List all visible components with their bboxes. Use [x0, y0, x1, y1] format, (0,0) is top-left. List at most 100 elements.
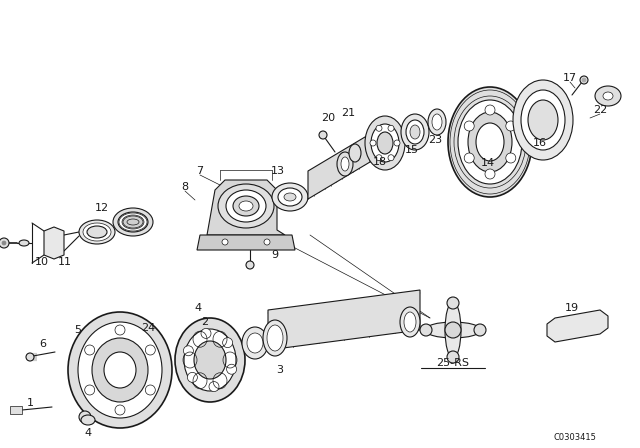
Ellipse shape [445, 302, 461, 358]
Ellipse shape [432, 114, 442, 130]
Ellipse shape [226, 190, 266, 222]
Circle shape [582, 78, 586, 82]
Polygon shape [10, 406, 22, 414]
Ellipse shape [521, 90, 565, 150]
Circle shape [0, 238, 9, 248]
Ellipse shape [458, 100, 522, 184]
Ellipse shape [400, 307, 420, 337]
Circle shape [145, 385, 156, 395]
Circle shape [223, 338, 232, 348]
Circle shape [506, 121, 516, 131]
Text: 14: 14 [481, 158, 495, 168]
Ellipse shape [92, 338, 148, 402]
Text: 10: 10 [35, 257, 49, 267]
Circle shape [420, 324, 432, 336]
Ellipse shape [239, 201, 253, 211]
Polygon shape [547, 310, 608, 342]
Circle shape [485, 105, 495, 115]
Circle shape [376, 155, 382, 161]
Ellipse shape [87, 226, 107, 238]
Ellipse shape [68, 312, 172, 428]
Text: 23: 23 [428, 135, 442, 145]
Text: 17: 17 [563, 73, 577, 83]
Ellipse shape [603, 92, 613, 100]
Text: 20: 20 [321, 113, 335, 123]
Text: 9: 9 [271, 250, 278, 260]
Circle shape [115, 405, 125, 415]
Ellipse shape [79, 220, 115, 244]
Ellipse shape [365, 116, 405, 170]
Text: 25-RS: 25-RS [436, 358, 470, 368]
Circle shape [388, 155, 394, 161]
Circle shape [115, 325, 125, 335]
Text: 16: 16 [533, 138, 547, 148]
Ellipse shape [425, 322, 481, 338]
Circle shape [188, 372, 197, 382]
Ellipse shape [528, 100, 558, 140]
Text: 18: 18 [373, 157, 387, 167]
Circle shape [184, 346, 193, 356]
Circle shape [201, 328, 211, 338]
Text: 7: 7 [196, 166, 204, 176]
Text: 4: 4 [195, 303, 202, 313]
Ellipse shape [428, 109, 446, 135]
Ellipse shape [122, 215, 144, 229]
Ellipse shape [194, 341, 226, 379]
Circle shape [388, 125, 394, 131]
Text: 1: 1 [26, 398, 33, 408]
Polygon shape [308, 134, 370, 199]
Circle shape [474, 324, 486, 336]
Circle shape [227, 364, 237, 374]
Ellipse shape [267, 325, 283, 351]
Circle shape [447, 351, 459, 363]
Circle shape [394, 140, 400, 146]
Text: 11: 11 [58, 257, 72, 267]
Ellipse shape [595, 86, 621, 106]
Text: 3: 3 [276, 365, 284, 375]
Ellipse shape [371, 124, 399, 162]
Polygon shape [268, 290, 420, 350]
Circle shape [464, 153, 474, 163]
Ellipse shape [468, 112, 512, 172]
Text: 15: 15 [405, 145, 419, 155]
Ellipse shape [184, 329, 236, 391]
Circle shape [264, 239, 270, 245]
Circle shape [370, 140, 376, 146]
Text: 24: 24 [141, 323, 155, 333]
Ellipse shape [337, 152, 353, 176]
Ellipse shape [175, 318, 245, 402]
Text: 5: 5 [74, 325, 81, 335]
Circle shape [485, 169, 495, 179]
Circle shape [145, 345, 156, 355]
Circle shape [445, 322, 461, 338]
Polygon shape [44, 227, 64, 259]
Ellipse shape [104, 352, 136, 388]
Text: C0303415: C0303415 [554, 432, 596, 441]
Ellipse shape [78, 322, 162, 418]
Text: 13: 13 [271, 166, 285, 176]
Ellipse shape [448, 87, 532, 197]
Circle shape [222, 239, 228, 245]
Ellipse shape [113, 208, 153, 236]
Ellipse shape [247, 333, 263, 353]
Ellipse shape [476, 123, 504, 161]
Ellipse shape [377, 132, 393, 154]
Ellipse shape [19, 240, 29, 246]
Ellipse shape [404, 312, 416, 332]
Ellipse shape [242, 327, 268, 359]
Circle shape [26, 353, 34, 361]
Ellipse shape [272, 183, 308, 211]
Text: 22: 22 [593, 105, 607, 115]
Text: 21: 21 [341, 108, 355, 118]
Polygon shape [197, 235, 295, 250]
Text: 6: 6 [40, 339, 47, 349]
Ellipse shape [406, 120, 424, 144]
Circle shape [580, 76, 588, 84]
Circle shape [376, 125, 382, 131]
Circle shape [246, 261, 254, 269]
Ellipse shape [118, 212, 148, 232]
Text: 2: 2 [202, 317, 209, 327]
Ellipse shape [233, 196, 259, 216]
Ellipse shape [401, 114, 429, 150]
Circle shape [2, 241, 6, 245]
